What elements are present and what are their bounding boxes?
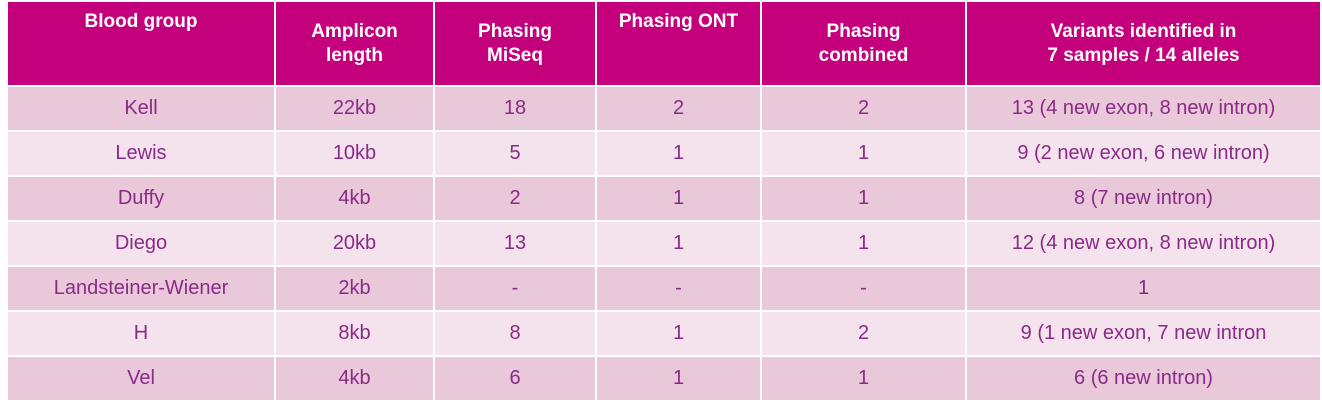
table-cell: 8 (7 new intron)	[967, 177, 1320, 220]
table-cell: 9 (2 new exon, 6 new intron)	[967, 132, 1320, 175]
table-row: Diego 20kb 13 1 1 12 (4 new exon, 8 new intro…	[8, 222, 1320, 265]
table-cell: 13 (4 new exon, 8 new intron)	[967, 87, 1320, 130]
table-body: Kell 22kb 18 2 2 13 (4 new exon, 8 new intron…	[8, 87, 1320, 400]
header-cell: Phasing MiSeq	[435, 2, 595, 85]
header-text: combined	[818, 44, 909, 66]
header-cell: Amplicon length	[276, 2, 433, 85]
table-row: Vel 4kb 6 1 1 6 (6 new intron)	[8, 357, 1320, 400]
table-cell: -	[597, 267, 760, 310]
table-cell: 6 (6 new intron)	[967, 357, 1320, 400]
table-cell: 1	[762, 132, 965, 175]
header-cell: Blood group	[8, 2, 274, 85]
header-cell: Phasing ONT	[597, 2, 760, 85]
table-cell: 10kb	[276, 132, 433, 175]
table-cell: 1	[762, 222, 965, 265]
header-text: Variants identified in	[1050, 20, 1237, 42]
table-cell: H	[8, 312, 274, 355]
table-row: Duffy 4kb 2 1 1 8 (7 new intron)	[8, 177, 1320, 220]
header-text: length	[326, 44, 383, 66]
table-cell: 8kb	[276, 312, 433, 355]
table-cell: Vel	[8, 357, 274, 400]
table-cell: 9 (1 new exon, 7 new intron	[967, 312, 1320, 355]
table-cell: Duffy	[8, 177, 274, 220]
table-cell: 2	[597, 87, 760, 130]
header-text: Amplicon	[311, 20, 398, 42]
table-row: Landsteiner-Wiener 2kb - - -1	[8, 267, 1320, 310]
table-cell: Landsteiner-Wiener	[8, 267, 274, 310]
table-cell: Kell	[8, 87, 274, 130]
header-text: Phasing	[826, 20, 901, 42]
header-row: Blood group Amplicon length Phasing MiSeq Pha…	[8, 2, 1320, 85]
table-cell: 8	[435, 312, 595, 355]
table-cell: 5	[435, 132, 595, 175]
table-cell: 1	[597, 177, 760, 220]
table-row: Kell 22kb 18 2 2 13 (4 new exon, 8 new intron…	[8, 87, 1320, 130]
table-cell: 22kb	[276, 87, 433, 130]
table-cell: 1	[597, 132, 760, 175]
table-cell: 18	[435, 87, 595, 130]
table-cell: 12 (4 new exon, 8 new intron)	[967, 222, 1320, 265]
header-text: Phasing ONT	[618, 11, 739, 32]
table-cell: Diego	[8, 222, 274, 265]
table-row: Lewis 10kb 5 1 1 9 (2 new exon, 6 new intron)	[8, 132, 1320, 175]
header-text: 7 samples / 14 alleles	[1047, 44, 1240, 66]
table-cell: 20kb	[276, 222, 433, 265]
header-cell: Phasing combined	[762, 2, 965, 85]
table-cell: -	[435, 267, 595, 310]
table-cell: 1	[762, 177, 965, 220]
header-text: MiSeq	[487, 44, 543, 66]
table-cell: 2	[762, 312, 965, 355]
header-cell: Variants identified in 7 samples / 14 all…	[967, 2, 1320, 85]
table-cell: 4kb	[276, 357, 433, 400]
table-cell: 13	[435, 222, 595, 265]
table-cell: 1	[597, 312, 760, 355]
table-cell: Lewis	[8, 132, 274, 175]
table-cell: 6	[435, 357, 595, 400]
table-cell: 1	[597, 222, 760, 265]
data-table: Blood group Amplicon length Phasing MiSeq Pha…	[6, 0, 1322, 402]
table-cell: 1	[762, 357, 965, 400]
table-cell: 1	[597, 357, 760, 400]
table-cell: 2kb	[276, 267, 433, 310]
table-row: H 8kb 8 1 2 9 (1 new exon, 7 new intron	[8, 312, 1320, 355]
table-cell: 2	[435, 177, 595, 220]
table-cell: 1	[967, 267, 1320, 310]
table-cell: -	[762, 267, 965, 310]
table-cell: 4kb	[276, 177, 433, 220]
header-text: Phasing	[478, 20, 552, 42]
table-cell: 2	[762, 87, 965, 130]
header-text: Blood group	[84, 11, 198, 32]
